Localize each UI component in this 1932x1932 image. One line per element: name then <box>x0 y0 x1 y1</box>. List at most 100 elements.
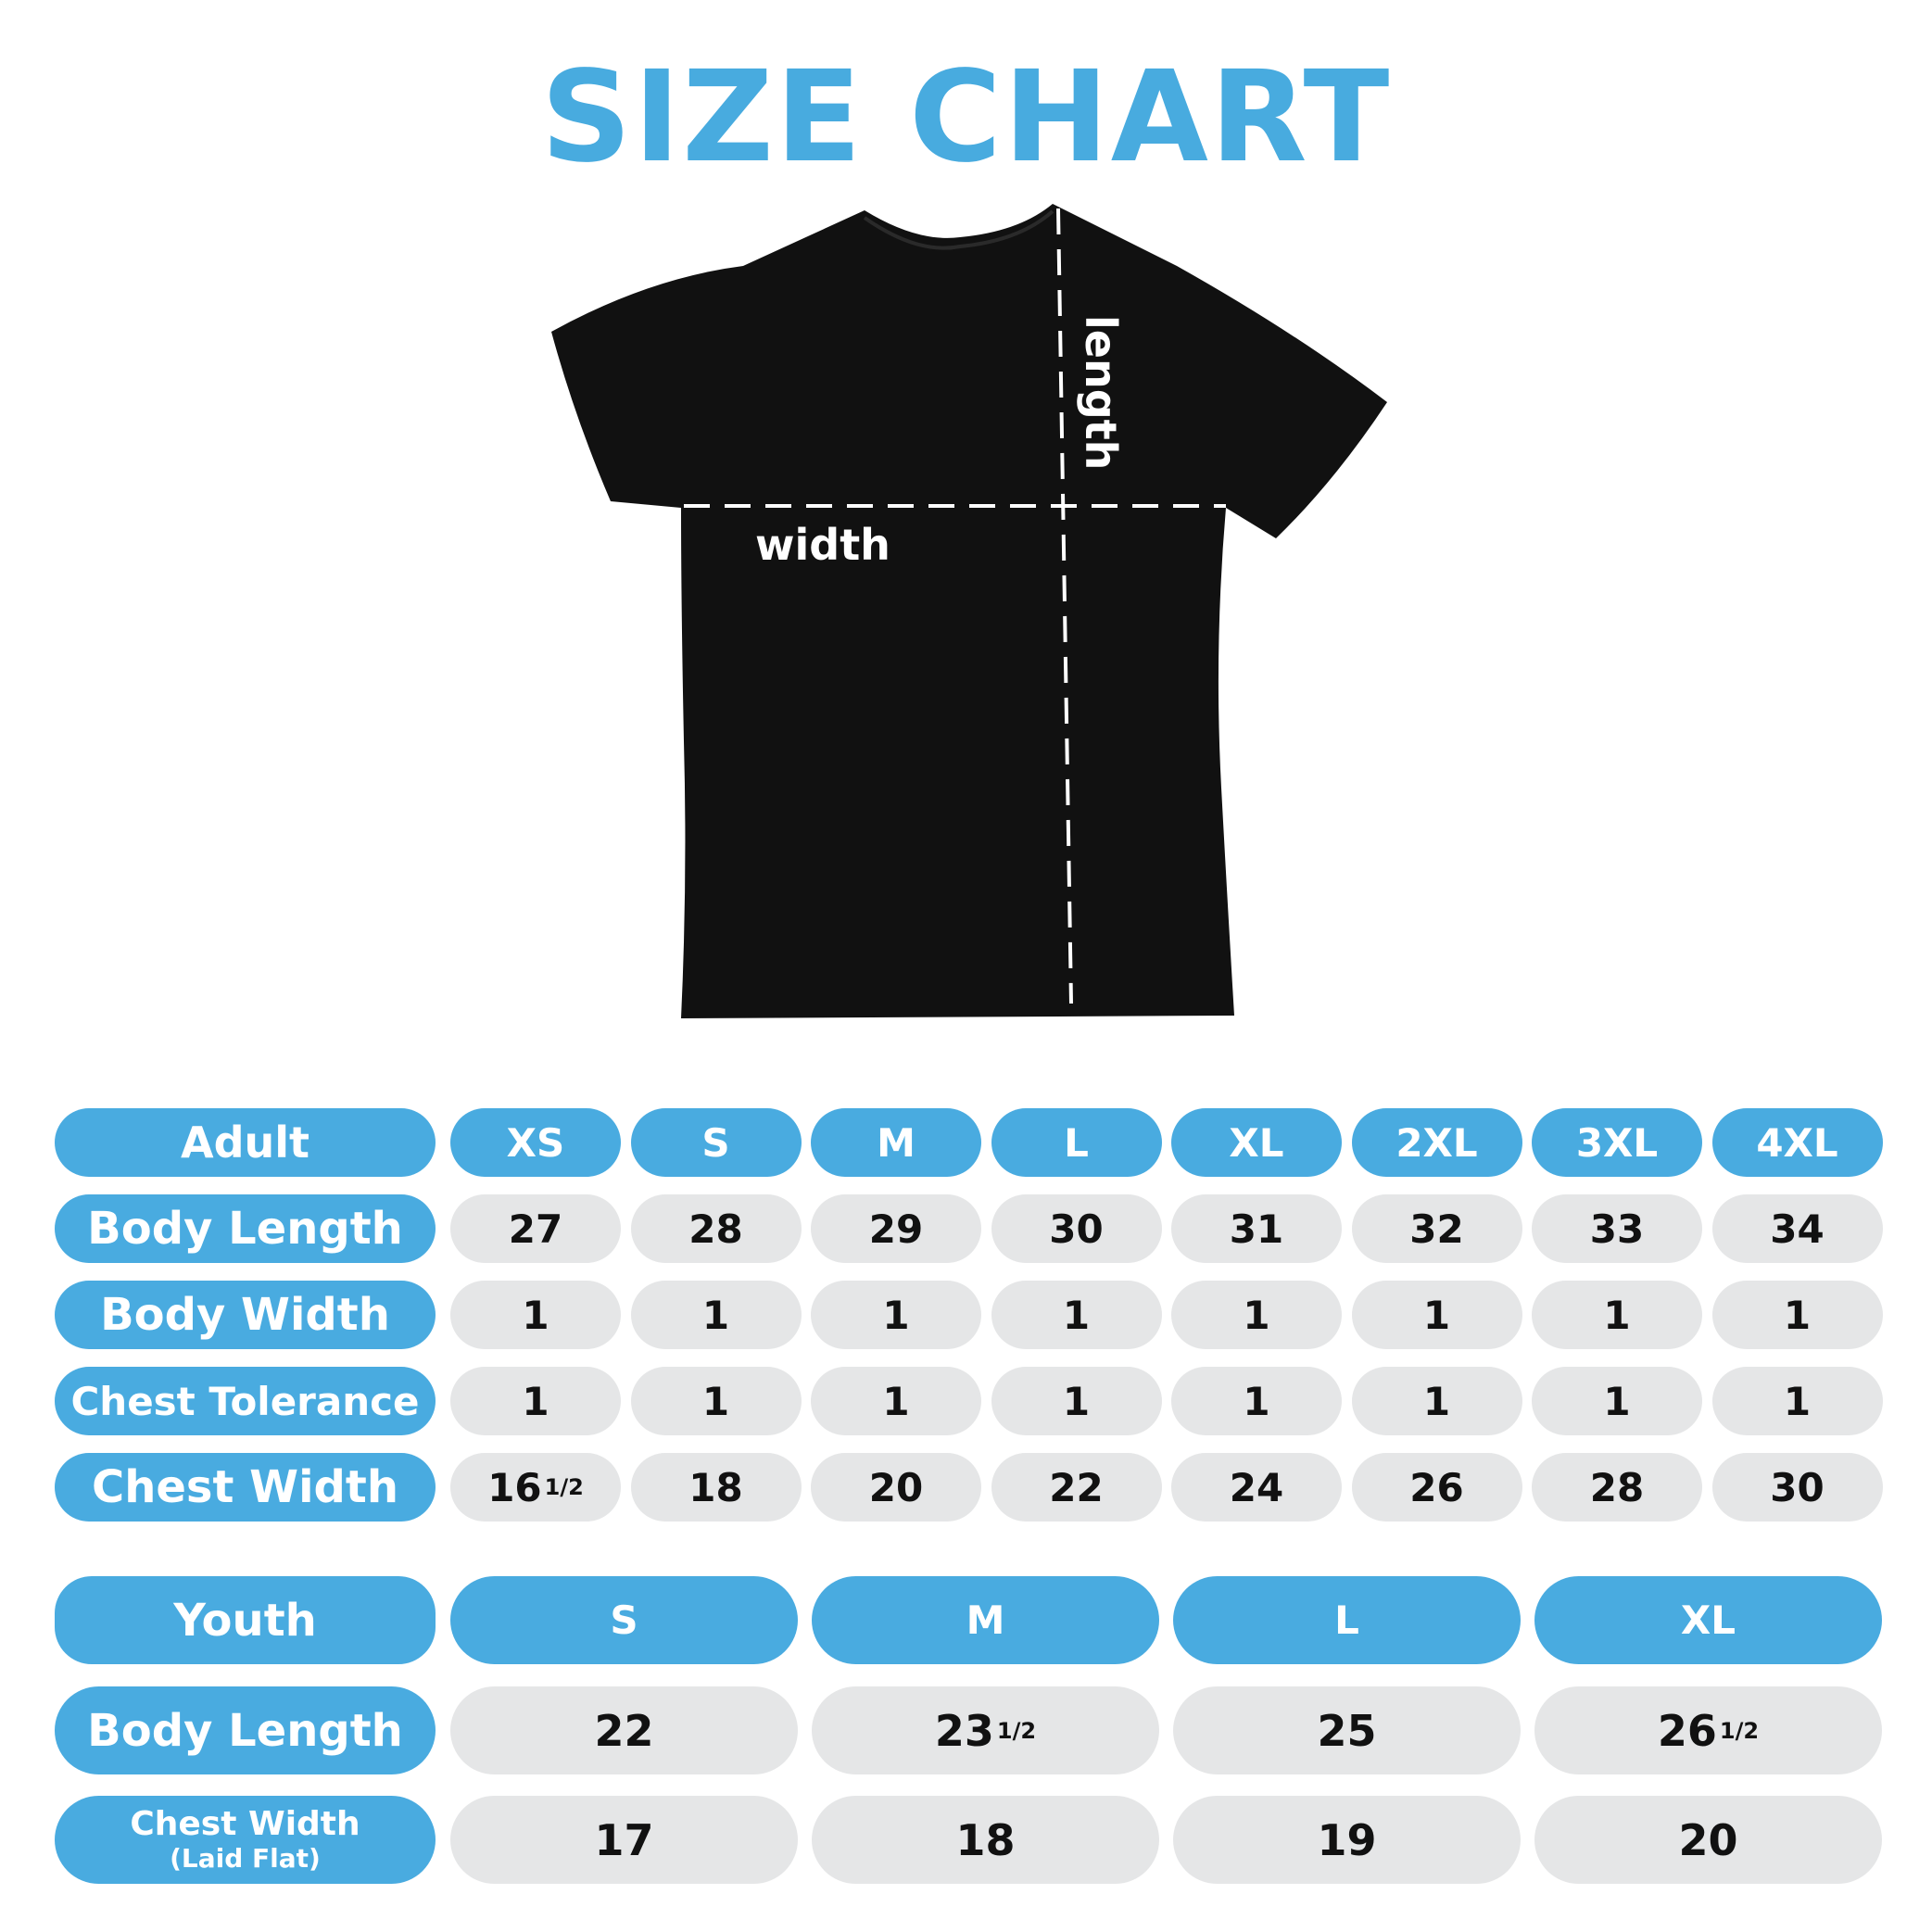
size-header-3xl: 3XL <box>1532 1108 1702 1177</box>
table-cell: 23 1/2 <box>812 1686 1159 1774</box>
size-header-s: S <box>630 1108 802 1177</box>
cell-value: 18 <box>955 1814 1016 1865</box>
table-cell: 18 <box>812 1796 1159 1884</box>
table-cell: 16 1/2 <box>450 1453 621 1522</box>
row-label: Chest Width <box>55 1453 436 1522</box>
row-label: Body Length <box>55 1194 436 1263</box>
row-sublabel: (Laid Flat) <box>170 1842 321 1874</box>
cell-value: 17 <box>594 1814 654 1865</box>
size-label: S <box>701 1119 730 1166</box>
size-label: XS <box>506 1119 565 1166</box>
cell-value: 26 <box>1409 1464 1464 1510</box>
size-label: XL <box>1680 1597 1736 1643</box>
table-cell: 1 <box>811 1367 981 1435</box>
table-cell: 33 <box>1532 1194 1702 1263</box>
table-cell: 1 <box>991 1281 1162 1349</box>
table-cell: 1 <box>1351 1281 1522 1349</box>
table-cell: 1 <box>1171 1367 1342 1435</box>
size-header-l: L <box>991 1108 1162 1177</box>
cell-value: 1 <box>1603 1378 1631 1424</box>
table-cell: 1 <box>1532 1281 1702 1349</box>
table-cell: 22 <box>450 1686 798 1774</box>
adult-header: Adult <box>55 1108 436 1177</box>
table-cell: 32 <box>1351 1194 1522 1263</box>
table-cell: 1 <box>630 1367 802 1435</box>
table-cell: 22 <box>991 1453 1162 1522</box>
table-cell: 28 <box>630 1194 802 1263</box>
row-label: Chest Tolerance <box>55 1367 436 1435</box>
table-cell: 26 <box>1351 1453 1522 1522</box>
cell-value: 34 <box>1770 1206 1825 1252</box>
header-label: Youth <box>173 1594 317 1647</box>
cell-value: 20 <box>868 1464 924 1510</box>
cell-value: 25 <box>1317 1705 1377 1756</box>
youth-size-header-xl: XL <box>1534 1576 1882 1664</box>
cell-value: 16 <box>487 1464 542 1510</box>
length-label: length <box>1076 315 1126 470</box>
size-label: XL <box>1229 1119 1284 1166</box>
header-label: Adult <box>180 1118 310 1168</box>
table-cell: 18 <box>630 1453 802 1522</box>
youth-size-header-l: L <box>1173 1576 1521 1664</box>
youth-size-header-s: S <box>450 1576 798 1664</box>
cell-value: 29 <box>868 1206 924 1252</box>
size-header-xs: XS <box>450 1108 621 1177</box>
cell-fraction: 1/2 <box>996 1717 1037 1744</box>
cell-value: 1 <box>701 1292 730 1338</box>
cell-value: 1 <box>882 1292 910 1338</box>
table-cell: 1 <box>450 1281 621 1349</box>
row-label-text: Body Length <box>87 1704 403 1757</box>
length-dashed-line <box>1056 208 1073 1004</box>
table-cell: 26 1/2 <box>1534 1686 1882 1774</box>
cell-value: 1 <box>1603 1292 1631 1338</box>
size-label: 2XL <box>1395 1119 1478 1166</box>
table-cell: 28 <box>1532 1453 1702 1522</box>
row-label-text: Chest Width <box>91 1461 399 1513</box>
cell-value: 20 <box>1678 1814 1738 1865</box>
tshirt-diagram: width length <box>551 204 1387 1018</box>
table-cell: 1 <box>811 1281 981 1349</box>
cell-value: 28 <box>1589 1464 1645 1510</box>
youth-header: Youth <box>55 1576 436 1664</box>
cell-value: 1 <box>1422 1292 1451 1338</box>
page-title: SIZE CHART <box>540 44 1392 191</box>
cell-value: 1 <box>1243 1292 1270 1338</box>
row-label: Body Length <box>55 1686 436 1774</box>
table-cell: 1 <box>1711 1367 1883 1435</box>
cell-value: 1 <box>1783 1292 1812 1338</box>
table-cell: 19 <box>1173 1796 1521 1884</box>
size-label: M <box>966 1597 1005 1643</box>
table-cell: 30 <box>991 1194 1162 1263</box>
cell-fraction: 1/2 <box>1719 1717 1760 1744</box>
cell-value: 1 <box>701 1378 730 1424</box>
size-label: L <box>1334 1597 1359 1643</box>
table-cell: 1 <box>630 1281 802 1349</box>
row-label-text: Body Width <box>100 1289 390 1341</box>
cell-value: 22 <box>594 1705 654 1756</box>
cell-value: 26 <box>1657 1705 1717 1756</box>
row-label: Body Width <box>55 1281 436 1349</box>
size-label: 3XL <box>1575 1119 1659 1166</box>
table-cell: 17 <box>450 1796 798 1884</box>
table-cell: 20 <box>811 1453 981 1522</box>
cell-value: 1 <box>1783 1378 1812 1424</box>
size-header-2xl: 2XL <box>1351 1108 1522 1177</box>
size-label: L <box>1064 1119 1089 1166</box>
table-cell: 1 <box>1171 1281 1342 1349</box>
cell-value: 1 <box>522 1378 549 1424</box>
table-cell: 1 <box>450 1367 621 1435</box>
table-cell: 1 <box>1351 1367 1522 1435</box>
row-label-text: Chest Width <box>130 1804 360 1843</box>
tshirt-icon <box>551 204 1387 1018</box>
youth-size-header-m: M <box>812 1576 1159 1664</box>
table-cell: 20 <box>1534 1796 1882 1884</box>
size-label: M <box>877 1119 915 1166</box>
table-cell: 27 <box>450 1194 621 1263</box>
table-cell: 25 <box>1173 1686 1521 1774</box>
table-cell: 1 <box>1532 1367 1702 1435</box>
cell-value: 1 <box>1243 1378 1270 1424</box>
table-cell: 24 <box>1171 1453 1342 1522</box>
table-cell: 1 <box>991 1367 1162 1435</box>
cell-value: 1 <box>882 1378 910 1424</box>
row-label-text: Body Length <box>87 1203 403 1255</box>
